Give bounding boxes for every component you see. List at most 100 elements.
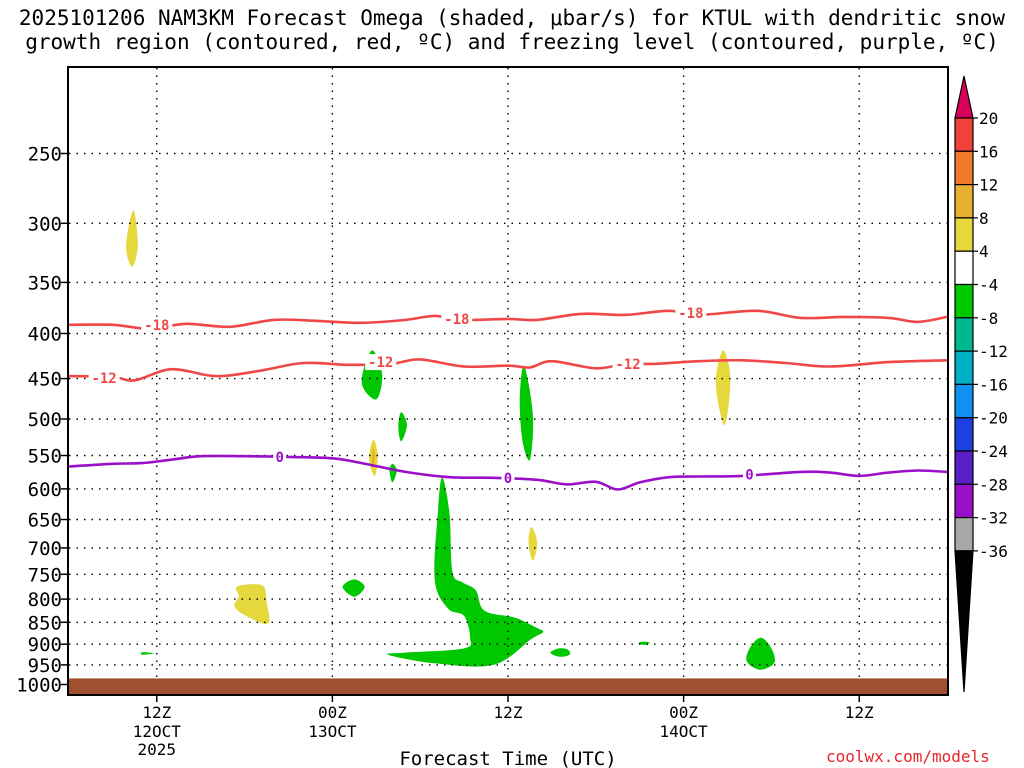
contour-label--18: -18 [678, 306, 703, 322]
colorbar-label: -12 [979, 342, 1008, 361]
y-tick-label: 750 [28, 564, 62, 586]
colorbar-label: -20 [979, 409, 1008, 428]
contour-label--12: -12 [91, 371, 116, 387]
omega-region-12 [140, 652, 154, 655]
y-tick-label: 850 [28, 612, 62, 634]
colorbar-label: 20 [979, 109, 998, 128]
colorbar-label: -4 [979, 276, 998, 295]
omega-region-2 [371, 447, 375, 468]
title-line-2: growth region (contoured, red, ºC) and f… [25, 30, 999, 54]
omega-region-13 [550, 648, 571, 657]
colorbar-segment [954, 217, 974, 252]
colorbar-label: 12 [979, 176, 998, 195]
contour-label--18: -18 [144, 318, 169, 334]
y-tick-label: 700 [28, 538, 62, 560]
x-tick-label: 14OCT [660, 722, 709, 741]
colorbar-segment [954, 417, 974, 452]
contour-label-bg [88, 369, 120, 386]
colorbar-bottom-triangle [954, 550, 974, 693]
omega-region-7 [398, 412, 407, 442]
omega-region-10 [386, 477, 544, 667]
colorbar-label: -28 [979, 475, 1008, 494]
colorbar: 20 16 12 8 4 -4 -8 -12 -16 -20 -24 -28 -32 -36 [954, 75, 1008, 693]
x-tick-label: 12Z [494, 703, 523, 722]
x-tick-label: 12OCT [133, 722, 182, 741]
colorbar-label: -16 [979, 375, 1008, 394]
omega-region-9 [389, 463, 397, 483]
y-tick-label: 250 [28, 144, 62, 166]
contour-line-0 [68, 454, 948, 491]
colorbar-segment [954, 150, 974, 186]
y-tick-label: 450 [28, 369, 62, 391]
colorbar-segment [954, 350, 974, 386]
contour-label-bg [273, 448, 287, 465]
omega-region-3 [715, 350, 731, 426]
contour-label-bg [675, 304, 707, 321]
colorbar-segment [954, 483, 974, 519]
colorbar-label: -24 [979, 442, 1008, 461]
x-tick-label: 12Z [845, 703, 874, 722]
colorbar-segment [954, 317, 974, 352]
grid [69, 68, 947, 694]
contour-label-bg [743, 466, 756, 483]
axes: 2503003504004505005506006507007508008509… [16, 144, 874, 760]
x-tick-label: 00Z [318, 703, 347, 722]
terrain [69, 678, 947, 694]
contour-label-0: 0 [504, 471, 512, 487]
y-tick-label: 900 [28, 634, 62, 656]
x-tick-label: 00Z [669, 703, 698, 722]
omega-region-8 [519, 365, 534, 461]
colorbar-segment [954, 516, 974, 552]
omega-region-5 [234, 584, 270, 625]
y-tick-label: 500 [28, 409, 62, 431]
x-tick-label: 13OCT [308, 722, 357, 741]
contour-label--12: -12 [615, 357, 640, 373]
x-tick-label: 12Z [142, 703, 171, 722]
colorbar-segment [954, 283, 974, 319]
y-tick-label: 350 [28, 272, 62, 294]
y-tick-label: 650 [28, 510, 62, 532]
contour-label--12: -12 [368, 355, 393, 371]
colorbar-label: 8 [979, 209, 989, 228]
contours: -18 -18 -18 -12 -12 -12 0 0 0 [68, 304, 948, 491]
omega-region-11 [342, 579, 365, 597]
site-credit: coolwx.com/models [826, 747, 990, 766]
colorbar-label: 4 [979, 242, 989, 261]
colorbar-label: -36 [979, 542, 1008, 561]
omega-region-0 [126, 210, 138, 267]
colorbar-label: -8 [979, 309, 998, 328]
y-tick-label: 300 [28, 213, 62, 235]
contour-label-0: 0 [275, 450, 283, 466]
omega-region-15 [746, 637, 776, 670]
y-tick-label: 950 [28, 655, 62, 677]
y-tick-label: 600 [28, 479, 62, 501]
x-tick-label: 2025 [138, 740, 177, 759]
colorbar-label: 16 [979, 142, 998, 161]
contour-label-bg [441, 310, 473, 327]
y-tick-label: 1000 [16, 675, 62, 697]
colorbar-segment [954, 450, 974, 485]
contour-line--18 [68, 309, 948, 331]
terrain-fill [69, 678, 947, 694]
y-tick-label: 800 [28, 589, 62, 611]
colorbar-label: -32 [979, 509, 1008, 528]
contour-label-bg [501, 469, 515, 486]
contour-label--18: -18 [444, 312, 469, 328]
contour-line--12 [68, 358, 948, 382]
colorbar-top-triangle [954, 75, 974, 119]
contour-label-bg [141, 316, 173, 333]
omega-shading [126, 210, 776, 670]
omega-region-4 [528, 527, 538, 561]
y-tick-label: 400 [28, 324, 62, 346]
contour-label-bg [612, 355, 644, 372]
contour-label-0: 0 [745, 468, 753, 484]
colorbar-segment [954, 184, 974, 219]
colorbar-segment [954, 250, 974, 286]
colorbar-segment [954, 117, 974, 152]
colorbar-segment [954, 383, 974, 419]
y-tick-label: 550 [28, 446, 62, 468]
chart-title: 2025101206 NAM3KM Forecast Omega (shaded… [0, 6, 1024, 54]
title-line-1: 2025101206 NAM3KM Forecast Omega (shaded… [18, 6, 1006, 30]
x-axis-label: Forecast Time (UTC) [399, 748, 616, 768]
contour-label-bg [365, 354, 397, 371]
